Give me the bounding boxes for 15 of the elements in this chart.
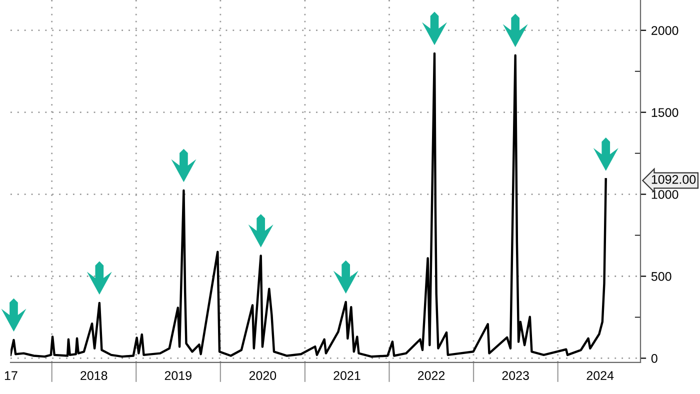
x-tick-label: 2024 bbox=[586, 371, 614, 380]
x-tick-label: 2018 bbox=[80, 371, 108, 380]
x-tick-label: 2020 bbox=[249, 371, 276, 380]
y-tick-label: 500 bbox=[651, 272, 672, 281]
x-tick-label: 2019 bbox=[164, 371, 192, 380]
y-tick-label: 1500 bbox=[652, 108, 678, 117]
line-series bbox=[10, 52, 607, 358]
x-tick-label: 2021 bbox=[334, 371, 360, 380]
y-tick-label: 1000 bbox=[652, 190, 678, 199]
y-tick-label: 2000 bbox=[652, 26, 678, 35]
y-tick-label: 0 bbox=[651, 354, 658, 363]
x-tick-label: 17 bbox=[4, 371, 18, 380]
x-tick-label: 2022 bbox=[418, 371, 445, 380]
y-tick-label: 1092.00 bbox=[652, 174, 696, 184]
x-tick-label: 2023 bbox=[502, 371, 529, 380]
